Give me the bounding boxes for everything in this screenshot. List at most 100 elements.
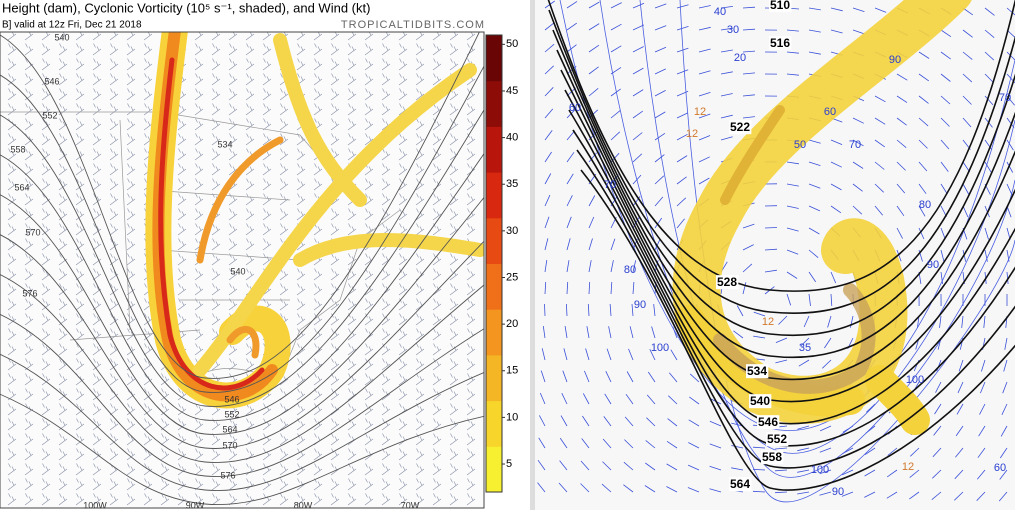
barb <box>449 253 459 266</box>
barb <box>245 268 255 281</box>
height-label: 570 <box>222 440 237 450</box>
barb <box>109 298 119 311</box>
wind-arrow <box>651 326 656 339</box>
barb <box>330 73 340 86</box>
credit: TROPICALTIDBITS.COM <box>341 19 485 31</box>
barb <box>228 478 238 491</box>
barb <box>24 493 34 506</box>
thickness-label: 12 <box>762 316 774 328</box>
wind-arrow <box>940 139 950 150</box>
barb <box>177 223 187 236</box>
barb <box>58 238 68 251</box>
height-label: 552 <box>767 432 787 446</box>
barb <box>58 208 68 221</box>
wind-arrow <box>934 403 942 415</box>
barb <box>160 403 170 416</box>
barb <box>415 403 425 416</box>
wind-arrow <box>558 482 568 493</box>
wind-arrow <box>939 315 942 328</box>
barb <box>41 88 51 101</box>
barb <box>330 418 340 431</box>
barb <box>228 283 238 296</box>
barb <box>194 418 204 431</box>
wind-arrow <box>610 45 622 53</box>
wind-arrow <box>588 152 597 163</box>
wind-arrow <box>896 139 907 149</box>
barb <box>466 283 476 296</box>
barb <box>432 478 442 491</box>
barb <box>58 88 68 101</box>
label-bg <box>728 120 752 135</box>
barb <box>24 373 34 386</box>
wind-arrow <box>709 488 722 493</box>
colorbar-label: 40 <box>506 131 518 143</box>
barb <box>364 58 374 71</box>
wind-arrow <box>830 161 842 168</box>
colorbar-segment <box>486 126 502 173</box>
wind-arrow <box>917 315 920 328</box>
barb <box>7 433 17 446</box>
barb <box>58 133 68 146</box>
colorbar-label: 5 <box>506 458 512 470</box>
wind-arrow <box>933 425 942 436</box>
wind-arrow <box>852 205 863 215</box>
barb <box>7 328 17 341</box>
wind-arrow <box>984 161 992 173</box>
barb <box>194 58 204 71</box>
barb <box>398 478 408 491</box>
wind-arrow <box>981 359 986 372</box>
barb <box>228 118 238 131</box>
contour <box>576 149 1015 469</box>
wind-arrow <box>808 249 819 259</box>
wind-arrow <box>582 393 590 405</box>
contour <box>0 65 484 393</box>
wind-arrow <box>541 348 546 361</box>
barb <box>313 103 323 116</box>
barb <box>24 253 34 266</box>
wind-arrow <box>918 183 927 194</box>
barb <box>194 148 204 161</box>
wind-label: 70 <box>849 139 861 151</box>
wind-arrow <box>698 177 710 185</box>
colorbar: 5 10 15 20 25 30 35 40 45 50 <box>485 34 518 493</box>
barb <box>92 88 102 101</box>
wind-arrow <box>940 51 951 60</box>
label-bg <box>760 450 784 465</box>
barb <box>347 388 357 401</box>
barb <box>7 388 17 401</box>
barb <box>92 358 102 371</box>
wind-arrow <box>962 205 969 218</box>
wind-arrow <box>786 183 799 187</box>
barb <box>58 433 68 446</box>
barb <box>228 268 238 281</box>
barb <box>296 193 306 206</box>
colorbar-segment <box>486 263 502 310</box>
barb <box>330 223 340 236</box>
height-label: 564 <box>730 477 750 491</box>
contour <box>0 152 484 421</box>
barb <box>398 268 408 281</box>
barb <box>466 178 476 191</box>
wind-arrow <box>676 155 688 163</box>
barb <box>347 403 357 416</box>
barb <box>7 178 17 191</box>
colorbar-label: 25 <box>506 271 518 283</box>
barb <box>364 343 374 356</box>
barb <box>381 103 391 116</box>
barb <box>415 418 425 431</box>
barb <box>279 118 289 131</box>
barb <box>109 493 119 506</box>
colorbar-label: 15 <box>506 365 518 377</box>
barb <box>109 148 119 161</box>
barb <box>24 88 34 101</box>
barb <box>143 388 153 401</box>
barb <box>177 448 187 461</box>
wind-arrow <box>602 438 612 449</box>
barb <box>41 133 51 146</box>
wind-arrow <box>563 348 568 361</box>
barb <box>279 298 289 311</box>
barb <box>41 343 51 356</box>
barb <box>126 58 136 71</box>
barb <box>126 148 136 161</box>
barb <box>41 178 51 191</box>
